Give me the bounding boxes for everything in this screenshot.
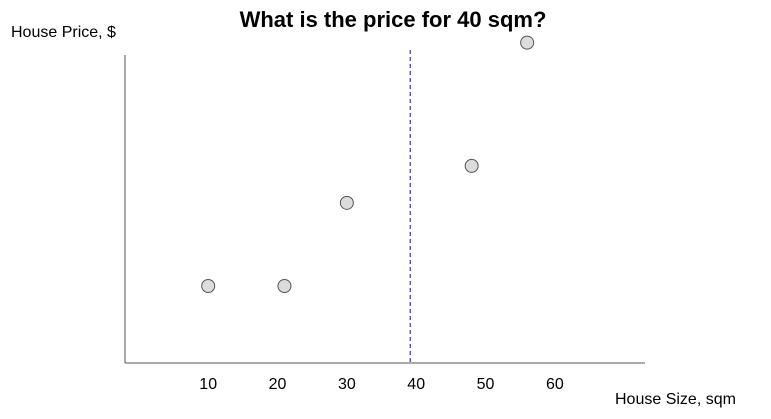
data-point: [201, 279, 216, 293]
y-axis-label: House Price, $: [11, 24, 116, 41]
x-tick-label: 60: [546, 376, 564, 393]
chart-title: What is the price for 40 sqm?: [240, 7, 547, 32]
data-point: [520, 35, 535, 50]
x-axis-label: House Size, sqm: [615, 391, 736, 408]
data-point: [464, 158, 479, 173]
x-tick-label: 50: [477, 376, 495, 393]
x-tick-label: 20: [269, 376, 287, 393]
x-tick-label: 40: [407, 376, 425, 393]
data-point: [277, 279, 292, 293]
data-point: [339, 195, 354, 210]
x-tick-label: 10: [199, 376, 217, 393]
x-tick-label: 30: [338, 376, 356, 393]
